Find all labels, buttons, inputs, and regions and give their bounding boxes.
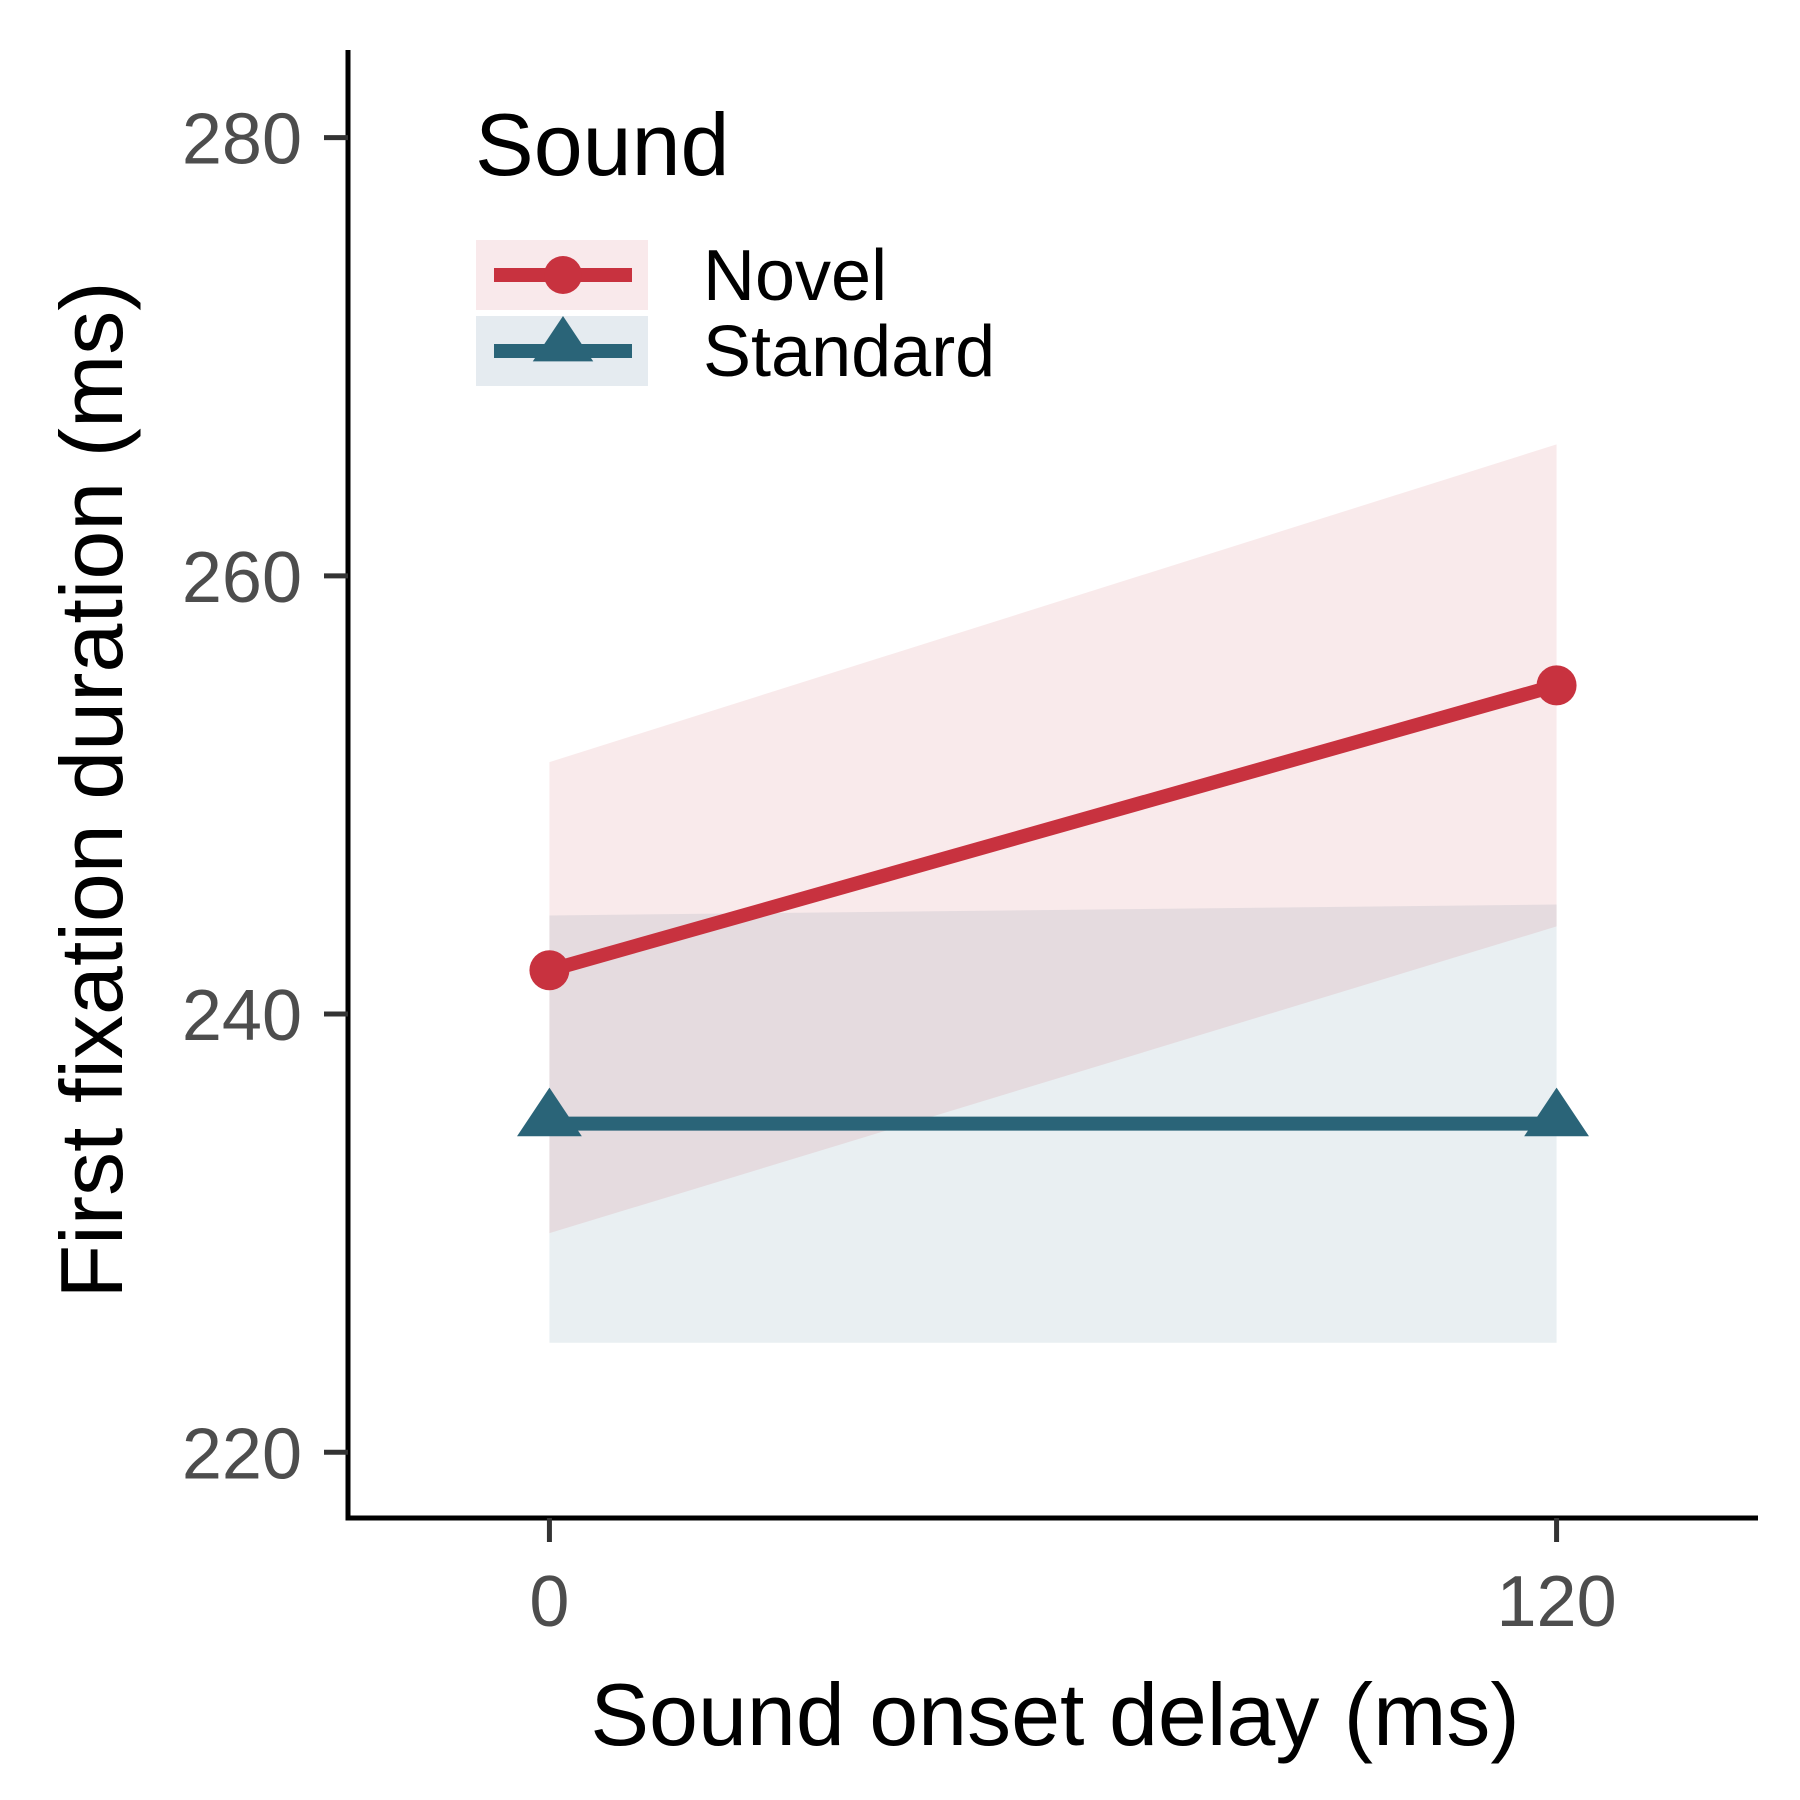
band-novel — [549, 444, 1557, 1234]
y-axis-title: First fixation duration (ms) — [42, 281, 141, 1298]
point-novel — [529, 950, 570, 991]
legend-marker-standard — [532, 316, 594, 362]
legend-marker-novel — [544, 256, 582, 294]
legend-title: Sound — [475, 95, 729, 194]
x-tick-label: 120 — [1497, 1562, 1617, 1642]
point-novel — [1536, 665, 1577, 706]
confidence-bands — [549, 444, 1557, 1343]
series-markers — [517, 665, 1589, 1137]
x-axis-title: Sound onset delay (ms) — [590, 1665, 1519, 1764]
y-tick-label: 240 — [182, 976, 302, 1056]
y-tick-label: 280 — [182, 100, 302, 180]
legend-label-standard: Standard — [703, 312, 995, 392]
legend-label-novel: Novel — [703, 236, 887, 316]
point-standard — [1524, 1087, 1589, 1137]
x-tick-label: 0 — [529, 1562, 569, 1642]
line-novel — [547, 678, 1559, 977]
y-tick-label: 220 — [182, 1414, 302, 1494]
ticks: 220 240 260 280 0 120 — [182, 100, 1617, 1642]
axes — [345, 50, 1758, 1521]
y-tick-label: 260 — [182, 538, 302, 618]
point-standard — [517, 1087, 582, 1137]
series-lines — [547, 678, 1559, 1131]
